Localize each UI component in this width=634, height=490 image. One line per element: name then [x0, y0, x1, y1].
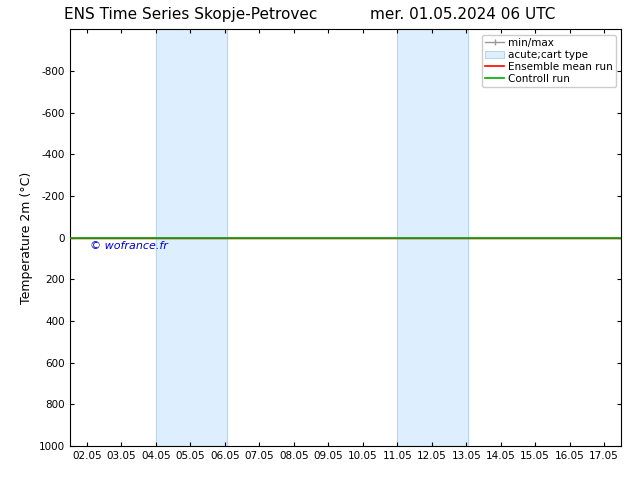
Bar	[156, 29, 226, 446]
Bar	[398, 29, 468, 446]
Text: © wofrance.fr: © wofrance.fr	[91, 241, 168, 251]
Y-axis label: Temperature 2m (°C): Temperature 2m (°C)	[20, 172, 33, 304]
Text: ENS Time Series Skopje-Petrovec: ENS Time Series Skopje-Petrovec	[63, 7, 317, 23]
Legend: min/max, acute;cart type, Ensemble mean run, Controll run: min/max, acute;cart type, Ensemble mean …	[482, 35, 616, 87]
Text: mer. 01.05.2024 06 UTC: mer. 01.05.2024 06 UTC	[370, 7, 555, 23]
